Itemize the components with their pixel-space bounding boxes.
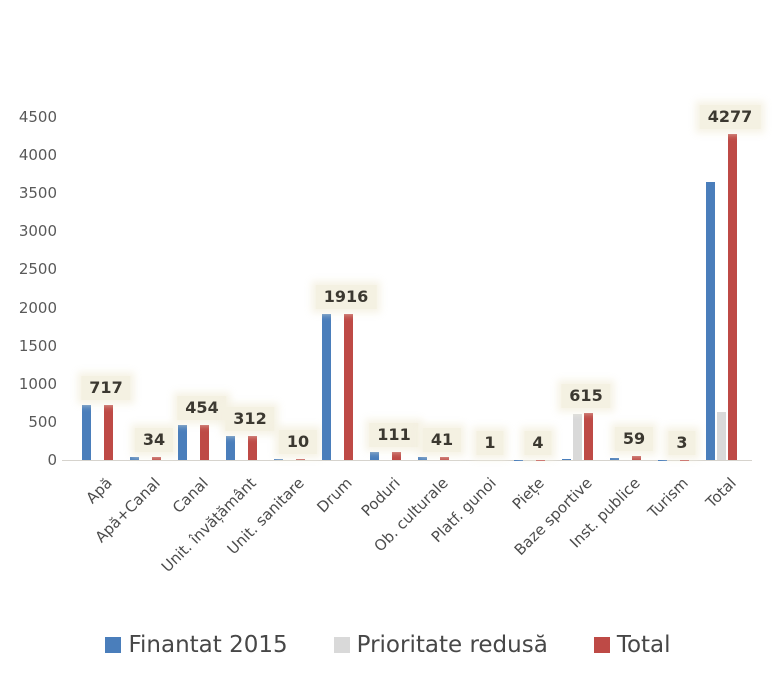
bar-total [391,451,401,460]
y-axis-tick-label: 3500 [18,184,57,203]
bar-prioritate-redus- [572,414,582,460]
y-axis-tick-label: 4000 [18,146,57,165]
bar-total [295,459,305,460]
bar-finantat-2015 [321,313,331,460]
bar-finantat-2015 [81,405,91,460]
y-axis-tick-label: 2000 [18,298,57,317]
bar-finantat-2015 [369,452,379,460]
bar-total [103,405,113,460]
y-axis-tick-label: 2500 [18,260,57,279]
bar-total [727,134,737,460]
bar-finantat-2015 [177,425,187,460]
data-label: 717 [81,376,131,401]
bar-finantat-2015 [225,436,235,460]
y-axis-tick-label: 1000 [18,374,57,393]
data-label: 312 [225,407,275,432]
bar-total [247,436,257,460]
y-axis-tick-label: 500 [28,412,57,431]
data-label: 615 [561,384,611,409]
legend-item-prioritate-redus-: Prioritate redusă [333,632,548,658]
legend-label: Finantat 2015 [128,632,288,658]
data-label: 41 [422,427,462,452]
legend-item-total: Total [593,632,671,658]
x-axis-line [62,460,752,461]
bar-total [199,425,209,460]
data-label: 1916 [315,284,377,309]
bar-total [583,413,593,460]
bar-total [631,455,641,460]
chart-legend: Finantat 2015 Prioritate redusă Total [0,632,776,658]
data-label: 4 [524,430,552,455]
bar-finantat-2015 [609,457,619,460]
bar-prioritate-redus- [716,411,726,460]
y-axis-tick-label: 3000 [18,222,57,241]
data-label: 454 [177,396,227,421]
y-axis-tick-label: 4500 [18,108,57,126]
data-label: 59 [614,426,654,451]
legend-label: Prioritate redusă [356,632,548,658]
data-label: 3 [668,430,696,455]
legend-item-finantat-2015: Finantat 2015 [105,632,288,658]
bar-finantat-2015 [561,459,571,460]
bar-total [439,456,449,460]
y-axis-tick-label: 1500 [18,336,57,355]
bar-finantat-2015 [417,456,427,460]
data-label: 34 [134,428,174,453]
data-label: 1 [476,430,504,455]
bar-total [343,313,353,460]
bar-finantat-2015 [129,457,139,460]
bar-total [151,457,161,460]
legend-swatch-icon [593,637,610,653]
data-label: 10 [278,430,318,455]
bar-finantat-2015 [273,459,283,460]
bar-finantat-2015 [705,182,715,460]
legend-swatch-icon [333,637,350,653]
legend-label: Total [616,632,671,658]
legend-swatch-icon [105,637,122,653]
data-label: 111 [369,422,419,447]
data-label: 4277 [699,105,761,129]
y-axis-tick-label: 0 [47,451,57,469]
